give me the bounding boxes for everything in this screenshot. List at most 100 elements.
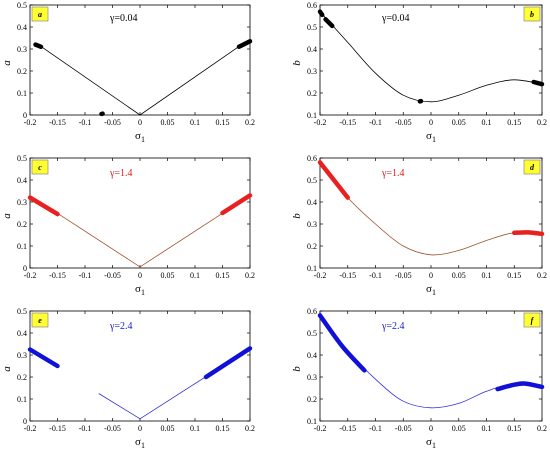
x-tick-label: -0.2 xyxy=(314,271,327,280)
gamma-annotation: γ=2.4 xyxy=(381,321,405,332)
gamma-annotation: γ=0.04 xyxy=(109,13,138,24)
x-tick-label: -0.1 xyxy=(79,271,92,280)
series-line-thick xyxy=(220,193,253,216)
x-tick-label: 0.2 xyxy=(245,424,255,433)
y-tick-label: 0.5 xyxy=(307,176,317,185)
panel-tag-label: c xyxy=(38,163,42,172)
x-tick-label: -0.05 xyxy=(395,271,412,280)
panel-tag-box xyxy=(523,6,541,22)
panel-c: -0.2 -0.15 -0.1 -0.05 0 0.05 0.1 0.15 0.2 0 0.1 0.2… xyxy=(1,154,255,297)
x-axis-label: σ1 xyxy=(426,130,436,144)
y-tick-label: 0.1 xyxy=(307,264,317,273)
x-tick-label: 0.15 xyxy=(216,271,230,280)
plot-frame xyxy=(319,157,543,269)
x-axis-label: σ1 xyxy=(426,436,436,450)
y-tick-label: 0.2 xyxy=(17,220,27,229)
x-tick-label: 0 xyxy=(429,424,433,433)
series-line-thick xyxy=(317,160,350,200)
x-tick-label: 0.1 xyxy=(190,118,200,127)
x-tick-label: -0.1 xyxy=(369,271,382,280)
y-tick-label: 0.1 xyxy=(307,111,317,120)
y-tick-label: 0.4 xyxy=(17,176,27,185)
x-tick-label: -0.05 xyxy=(104,424,121,433)
y-tick-label: 0.2 xyxy=(307,395,317,404)
series-line-thick xyxy=(27,195,60,217)
x-axis-label: σ1 xyxy=(135,436,145,450)
x-tick-label: 0.2 xyxy=(537,424,547,433)
x-tick-label: -0.15 xyxy=(49,424,66,433)
x-axis-label: σ1 xyxy=(426,283,436,297)
x-tick-label: -0.2 xyxy=(24,271,37,280)
y-axis-label: b xyxy=(291,213,303,219)
y-tick-label: 0.4 xyxy=(307,351,317,360)
y-tick-label: 0.5 xyxy=(17,154,27,163)
x-tick-label: 0.05 xyxy=(452,118,466,127)
y-tick-label: 0.4 xyxy=(17,329,27,338)
x-tick-label: -0.15 xyxy=(49,118,66,127)
panel-tag-box xyxy=(31,6,49,22)
y-tick-label: 0.3 xyxy=(307,67,317,76)
plot-frame xyxy=(319,310,543,422)
x-tick-label: 0.1 xyxy=(190,424,200,433)
x-tick-label: 0 xyxy=(138,424,142,433)
x-tick-label: 0.05 xyxy=(161,118,175,127)
x-tick-label: 0.15 xyxy=(216,118,230,127)
gamma-annotation: γ=0.04 xyxy=(381,13,410,24)
series-line-thick xyxy=(495,381,545,392)
panel-f: -0.2 -0.15 -0.1 -0.05 0 0.05 0.1 0.15 0.2 0.1 0.2 0… xyxy=(291,307,547,450)
y-tick-label: 0.3 xyxy=(17,45,27,54)
y-axis-label: a xyxy=(1,213,13,219)
x-tick-label: -0.1 xyxy=(369,424,382,433)
x-tick-label: 0.1 xyxy=(482,118,492,127)
y-tick-label: 0.3 xyxy=(307,373,317,382)
y-tick-label: 0 xyxy=(23,111,27,120)
y-tick-label: 0.6 xyxy=(307,307,317,316)
x-tick-label: -0.05 xyxy=(104,118,121,127)
x-tick-label: -0.15 xyxy=(339,271,356,280)
panel-e: -0.2 -0.15 -0.1 -0.05 0 0.05 0.1 0.15 0.2 0 0.1 0.2… xyxy=(1,307,255,450)
panel-tag-label: a xyxy=(38,10,42,19)
y-tick-label: 0.1 xyxy=(17,89,27,98)
x-tick-label: 0.1 xyxy=(482,271,492,280)
gamma-annotation: γ=2.4 xyxy=(109,321,133,332)
x-tick-label: -0.15 xyxy=(339,118,356,127)
x-tick-label: 0 xyxy=(138,118,142,127)
y-tick-label: 0.6 xyxy=(307,1,317,10)
y-tick-label: 0 xyxy=(23,417,27,426)
series-line-thick xyxy=(512,230,545,237)
series-line-thick xyxy=(27,347,60,369)
x-tick-label: 0.15 xyxy=(507,424,521,433)
x-tick-label: -0.2 xyxy=(314,424,327,433)
x-tick-label: 0.2 xyxy=(245,118,255,127)
x-tick-label: -0.1 xyxy=(79,424,92,433)
gamma-annotation: γ=1.4 xyxy=(381,168,405,179)
panel-tag-label: e xyxy=(38,316,42,325)
series-line-thin xyxy=(38,44,242,116)
y-tick-label: 0.3 xyxy=(17,351,27,360)
series-line-thick xyxy=(203,346,253,380)
y-tick-label: 0.2 xyxy=(17,373,27,382)
panel-tag-label: b xyxy=(530,10,534,19)
series-line-thick xyxy=(236,39,253,50)
gamma-annotation: γ=1.4 xyxy=(109,168,133,179)
x-tick-label: 0.05 xyxy=(452,424,466,433)
x-tick-label: -0.05 xyxy=(395,118,412,127)
x-tick-label: 0 xyxy=(429,271,433,280)
plot-frame xyxy=(29,4,251,116)
series-line-thick xyxy=(531,79,545,87)
series-line-thick xyxy=(317,9,325,18)
x-tick-label: -0.15 xyxy=(339,424,356,433)
x-tick-label: 0.15 xyxy=(216,424,230,433)
plot-frame xyxy=(319,4,543,116)
x-tick-label: 0 xyxy=(429,118,433,127)
x-tick-label: 0.2 xyxy=(537,118,547,127)
y-tick-label: 0.4 xyxy=(17,23,27,32)
plot-frame xyxy=(29,310,251,422)
y-tick-label: 0.5 xyxy=(17,307,27,316)
panel-tag-box xyxy=(31,312,49,328)
panel-tag-box xyxy=(31,159,49,175)
x-tick-label: 0.05 xyxy=(452,271,466,280)
y-tick-label: 0.1 xyxy=(17,395,27,404)
panel-a: -0.2 -0.15 -0.1 -0.05 0 0.05 0.1 0.15 0.2 0 0.1 0.2… xyxy=(1,1,255,144)
